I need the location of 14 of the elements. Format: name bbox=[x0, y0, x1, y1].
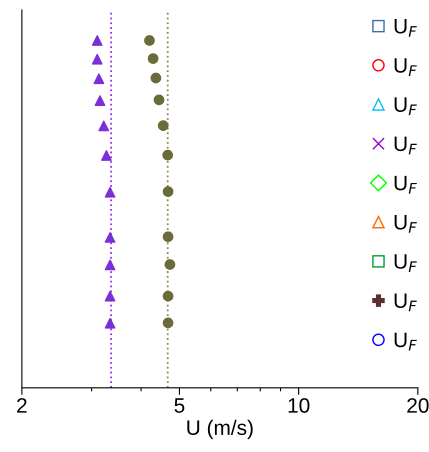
legend-label: U$_{F}$ bbox=[394, 332, 417, 350]
legend-label: U$_{F}$ bbox=[394, 254, 417, 272]
x-tick-label: 2 bbox=[17, 398, 27, 413]
x-tick-label: 10 bbox=[288, 398, 310, 413]
legend-label: U$_{F}$ bbox=[394, 97, 417, 116]
legend-label: U$_{F}$ bbox=[394, 58, 417, 76]
legend-label: U$_{F}$ bbox=[394, 19, 417, 37]
x-tick-label: 20 bbox=[407, 398, 429, 413]
legend-label: U$_{F}$ bbox=[394, 215, 417, 233]
x-axis-title: U (m/s) bbox=[187, 420, 253, 440]
legend-label: U$_{F}$ bbox=[394, 136, 417, 154]
legend-label: U$_{F}$ bbox=[394, 293, 417, 312]
x-tick-label: 5 bbox=[174, 398, 184, 413]
legend-label: U$_{F}$ bbox=[394, 176, 417, 194]
